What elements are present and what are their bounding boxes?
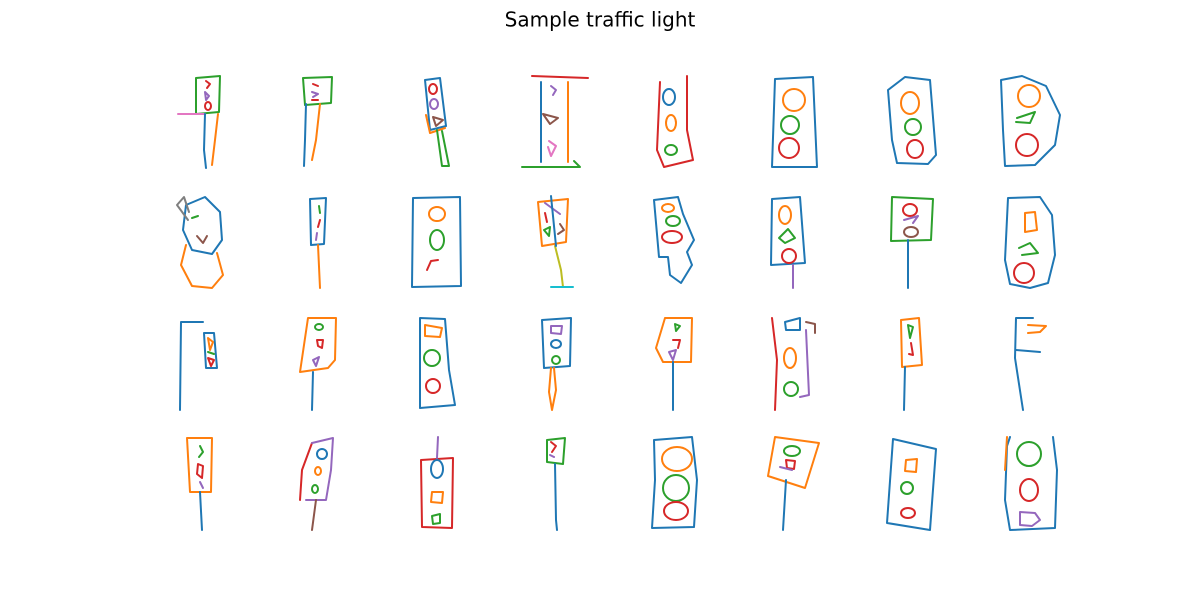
doodle xyxy=(177,75,221,169)
doodle xyxy=(767,436,820,531)
doodle xyxy=(176,196,224,289)
doodle xyxy=(419,317,456,409)
doodle xyxy=(1004,436,1058,531)
doodle xyxy=(521,75,589,168)
doodle xyxy=(546,437,566,531)
doodle xyxy=(1000,75,1061,167)
doodle xyxy=(537,195,574,288)
doodle xyxy=(886,438,937,531)
doodle xyxy=(887,76,937,165)
doodle xyxy=(411,196,462,288)
doodle xyxy=(890,196,934,289)
figure-title: Sample traffic light xyxy=(505,8,696,32)
doodle xyxy=(770,196,806,289)
doodle xyxy=(541,317,572,411)
doodle xyxy=(302,76,333,167)
doodle xyxy=(309,197,327,289)
doodle xyxy=(424,77,450,167)
doodle xyxy=(771,317,816,411)
doodle xyxy=(653,196,695,284)
doodle xyxy=(900,317,923,411)
doodle xyxy=(656,75,694,168)
doodle xyxy=(651,436,698,529)
doodle xyxy=(299,317,337,411)
doodle xyxy=(1004,196,1056,289)
doodle xyxy=(186,437,213,531)
doodle xyxy=(655,317,693,411)
doodle xyxy=(299,437,334,531)
doodle xyxy=(771,76,818,168)
doodle xyxy=(179,321,218,411)
doodle xyxy=(1014,317,1047,411)
doodle xyxy=(420,436,454,529)
